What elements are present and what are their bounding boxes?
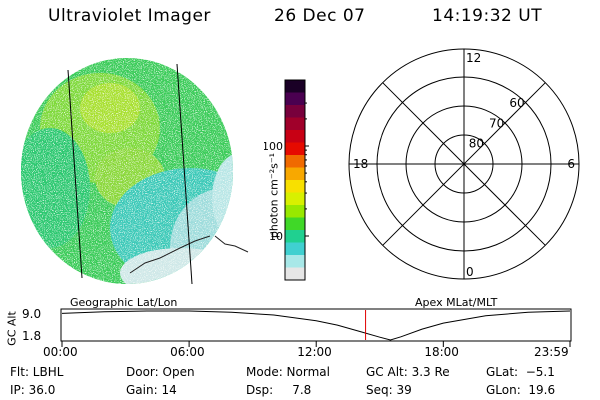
colorbar-cell	[285, 155, 305, 168]
colorbar-cell	[285, 105, 305, 118]
caption-apex: Apex MLat/MLT	[415, 296, 498, 309]
ytick-bottom: 1.8	[22, 329, 42, 343]
chart-frame	[60, 308, 572, 342]
colorbar-cell	[285, 80, 305, 93]
colorbar-tick-label: 100	[264, 140, 283, 153]
colorbar-cell	[285, 230, 305, 243]
mlt-label: 0	[466, 265, 474, 279]
gc-alt-value: GC Alt: 3.3 Re	[366, 365, 450, 379]
colorbar-cell	[285, 92, 305, 106]
colorbar-cell	[285, 142, 305, 156]
colorbar: 100 10	[264, 79, 309, 281]
polar-grid: 12 6 18 0 80 70 60	[348, 48, 580, 280]
colorbar-cell	[285, 205, 305, 218]
uvi-image	[21, 58, 249, 285]
gc-alt-line	[61, 310, 571, 341]
mlt-label: 12	[466, 51, 481, 65]
colorbar-cell	[285, 180, 305, 193]
colorbar-label: photon cm⁻²s⁻¹	[267, 152, 281, 239]
time-tick-label: 00:00	[43, 345, 78, 359]
glon-label: GLon: 19.6	[486, 383, 556, 397]
seq-label: Seq: 39	[366, 383, 412, 397]
colorbar-cell	[285, 130, 305, 143]
latitude-label: 70	[489, 116, 504, 130]
filter-label: Flt: LBHL	[10, 365, 64, 379]
instrument-title: Ultraviolet Imager	[48, 6, 211, 26]
gc-alt-chart	[60, 308, 572, 347]
mode-label: Mode: Normal	[246, 365, 330, 379]
timeline-ylabel: GC Alt	[5, 311, 19, 346]
latitude-label: 60	[509, 96, 524, 110]
caption-geographic: Geographic Lat/Lon	[70, 296, 178, 309]
image-disk	[21, 58, 233, 284]
mlt-label: 18	[353, 157, 368, 171]
ip-label: IP: 36.0	[10, 383, 56, 397]
colorbar-tick-label: 10	[269, 230, 283, 243]
colorbar-cell	[285, 192, 305, 206]
colorbar-cell	[285, 267, 305, 281]
mlt-label: 6	[567, 157, 575, 171]
dsp-label: Dsp: 7.8	[246, 383, 312, 397]
glat-label: GLat: −5.1	[486, 365, 555, 379]
door-label: Door: Open	[126, 365, 195, 379]
ytick-top: 9.0	[22, 307, 42, 321]
colorbar-cell	[285, 117, 305, 131]
colorbar-cell	[285, 242, 305, 256]
latitude-label: 80	[469, 137, 484, 151]
colorbar-cell	[285, 255, 305, 268]
gain-label: Gain: 14	[126, 383, 177, 397]
colorbar-cell	[285, 217, 305, 231]
time-tick-label: 18:00	[424, 345, 459, 359]
colorbar-cell	[285, 167, 305, 181]
time-tick-label: 12:00	[297, 345, 332, 359]
time-label: 14:19:32 UT	[432, 6, 543, 26]
time-tick-label: 23:59	[534, 345, 569, 359]
time-tick-label: 06:00	[170, 345, 205, 359]
date-label: 26 Dec 07	[274, 6, 366, 26]
